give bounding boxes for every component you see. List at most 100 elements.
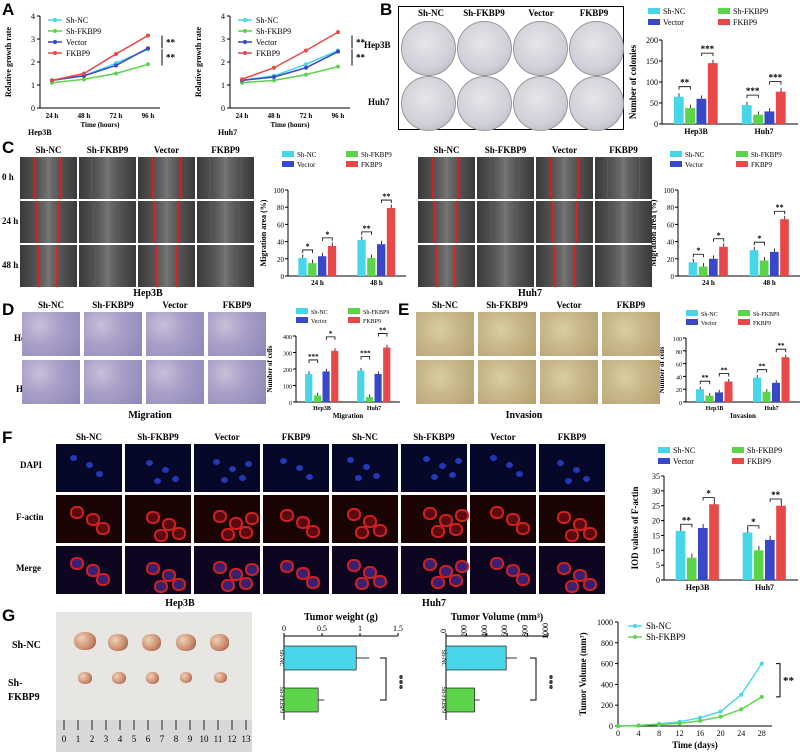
- sig-bracket: [769, 81, 782, 85]
- bar: [709, 504, 719, 580]
- x-axis-label: Time (hours): [81, 121, 121, 129]
- col-header: Vector: [153, 145, 180, 155]
- y-axis-label: Migration area (%): [259, 199, 268, 266]
- nucleus: [455, 457, 462, 464]
- y-tick-label: 200: [646, 36, 658, 45]
- legend-swatch: [732, 447, 744, 453]
- factin-iod-chart: 0 5 10 15 20 25 30 35 IOD values of F-actin Hep3B…: [630, 446, 798, 592]
- cell: [431, 575, 445, 589]
- cell: [70, 505, 84, 519]
- cell: [162, 569, 176, 582]
- micrograph: [138, 157, 195, 199]
- micrograph: [418, 201, 475, 243]
- cell: [296, 516, 310, 529]
- significance-mark: *: [706, 489, 711, 499]
- micrograph: [22, 312, 80, 356]
- legend-label: Vector: [663, 18, 684, 27]
- ruler-label: 8: [174, 734, 179, 744]
- cell: [229, 517, 243, 530]
- data-point: [336, 49, 340, 54]
- significance-mark: *: [325, 230, 329, 239]
- legend-marker: [243, 18, 247, 22]
- legend-label: Sh-FKBP9: [751, 151, 782, 159]
- sig-bracket: [756, 369, 768, 373]
- micrograph: [477, 157, 534, 199]
- nucleus: [490, 454, 497, 461]
- row-label: F-actin: [16, 512, 44, 522]
- bar: [780, 219, 789, 276]
- legend-label: FKBP9: [363, 319, 381, 325]
- x-tick-label: Hep3B: [686, 583, 710, 592]
- data-point: [82, 71, 86, 76]
- tumor-weight-chart: Tumor weight (g) 0 0.5 1 1.5 Sh-NC Sh-FKBP9 ***: [278, 612, 404, 720]
- bar: [776, 505, 786, 580]
- legend-label: Sh-NC: [297, 151, 317, 159]
- cell: [70, 556, 84, 570]
- bar: [283, 687, 319, 713]
- micrograph: [595, 201, 652, 243]
- legend-label: FKBP9: [753, 321, 771, 327]
- nucleus: [439, 463, 446, 469]
- micrograph: [595, 157, 652, 199]
- cell: [516, 573, 530, 586]
- data-point: [146, 46, 150, 51]
- legend-label: Sh-NC: [66, 16, 88, 25]
- significance-mark: *: [329, 330, 333, 338]
- series-line: [617, 696, 763, 727]
- wound-edge-line: [36, 201, 37, 243]
- significance-mark: **: [166, 37, 176, 47]
- cell: [306, 576, 320, 589]
- data-point: [82, 77, 86, 82]
- col-header: Sh-FKBP9: [484, 145, 527, 155]
- legend-swatch: [718, 19, 730, 25]
- bar: [357, 239, 366, 276]
- legend-label: Sh-FKBP9: [646, 632, 686, 642]
- sig-bracket: [325, 336, 336, 340]
- significance-mark: ***: [701, 44, 715, 54]
- legend-marker: [243, 29, 247, 33]
- bar: [322, 371, 330, 402]
- colony-dish: [569, 76, 624, 131]
- x-tick-label: Huh7: [754, 127, 773, 136]
- x-tick-label: Hep3B: [684, 127, 708, 136]
- micrograph: [470, 546, 536, 594]
- legend-label: Sh-FKBP9: [753, 312, 779, 318]
- cell: [506, 564, 520, 577]
- bar: [749, 250, 759, 276]
- sig-bracket: [381, 199, 392, 204]
- data-point: [759, 661, 764, 666]
- legend-label: FKBP9: [747, 457, 771, 466]
- micrograph: [540, 360, 598, 404]
- nucleus: [229, 466, 236, 472]
- cell: [86, 564, 100, 577]
- data-point: [636, 723, 641, 728]
- row-label: 24 h: [2, 216, 19, 226]
- micrograph: [197, 245, 254, 287]
- y-tick-label: 80: [676, 350, 682, 356]
- sig-bracket: [680, 523, 693, 528]
- legend-label: Vector: [701, 321, 717, 327]
- data-point: [240, 77, 244, 82]
- y-tick-label: 20: [652, 517, 660, 526]
- y-tick-label: 0: [671, 273, 675, 281]
- legend-swatch: [670, 151, 682, 157]
- wound-edge-line: [493, 245, 494, 287]
- cell: [172, 578, 186, 591]
- significance-mark: **: [783, 675, 795, 687]
- legend-label: Sh-NC: [685, 151, 705, 159]
- panel-label-a: A: [2, 0, 15, 19]
- ruler-label: 1: [76, 734, 81, 744]
- wound-edge-line: [34, 157, 35, 199]
- x-tick-label: 24 h: [311, 279, 324, 287]
- micrograph: [20, 245, 77, 287]
- tumor-volume-chart: Tumor Volume (mm³) 0 200 400 600 800 1000 Sh-NC…: [439, 612, 554, 720]
- bar: [331, 350, 339, 402]
- bar: [445, 645, 507, 671]
- legend-swatch: [738, 310, 750, 316]
- legend-label: Sh-NC: [311, 310, 328, 316]
- x-tick-label: 1: [358, 624, 362, 633]
- legend-swatch: [718, 8, 730, 14]
- nucleus: [306, 474, 313, 480]
- series-line: [51, 63, 149, 84]
- sig-bracket: [361, 231, 372, 235]
